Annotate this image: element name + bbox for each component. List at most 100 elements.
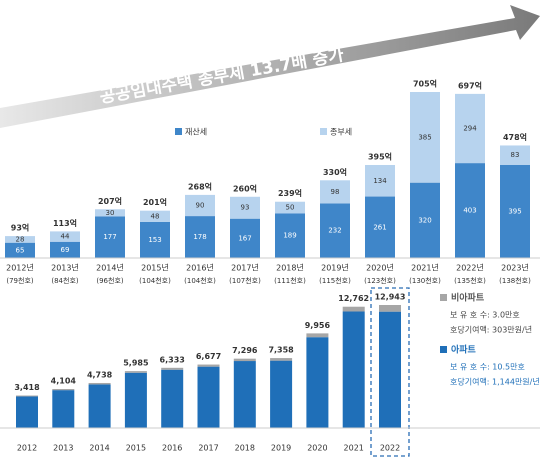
bar-segment — [88, 384, 111, 428]
bar-segment — [455, 93, 485, 164]
bar-segment — [185, 194, 215, 217]
legend-label: 아파트 — [451, 344, 477, 356]
bar-segment — [161, 369, 184, 428]
segment-label: 320 — [418, 216, 431, 224]
x-sublabel: (104천호) — [139, 276, 171, 285]
total-label: 330억 — [323, 167, 347, 177]
legend-swatch — [440, 346, 447, 353]
x-tick-label: 2014년 — [96, 263, 124, 273]
highlight-box — [370, 287, 410, 457]
x-sublabel: (130천호) — [409, 276, 441, 285]
bar-segment — [50, 231, 80, 242]
x-sublabel: (111천호) — [274, 276, 306, 285]
segment-label: 167 — [238, 234, 251, 242]
x-tick-label: 2019 — [271, 444, 291, 453]
total-label: 697억 — [458, 80, 482, 90]
x-tick-label: 2013년 — [51, 263, 79, 273]
legend-swatch — [320, 128, 327, 135]
bar-segment — [5, 236, 35, 243]
bar-segment — [500, 145, 530, 165]
bar-segment — [197, 366, 220, 428]
bar-segment — [95, 209, 125, 217]
bar-segment — [306, 333, 329, 338]
total-label: 7,296 — [232, 346, 258, 355]
bar-segment — [410, 92, 440, 183]
total-label: 6,677 — [196, 352, 221, 361]
legend-swatch — [175, 128, 182, 135]
segment-label: 403 — [463, 207, 476, 215]
bar-segment — [233, 358, 256, 362]
x-tick-label: 2015년 — [141, 263, 169, 273]
bar-segment — [230, 218, 260, 258]
bar-segment — [140, 221, 170, 258]
title-arrow — [0, 5, 540, 128]
bar-segment — [270, 358, 293, 361]
bar-segment — [270, 360, 293, 428]
x-sublabel: (135천호) — [454, 276, 486, 285]
bar-segment — [320, 180, 350, 204]
legend-detail: 호당기여액: 303만원/년 — [450, 325, 532, 335]
x-tick-label: 2020년 — [366, 263, 394, 273]
legend-detail: 보 유 호 수: 3.0만호 — [450, 311, 520, 320]
legend-swatch — [440, 294, 447, 301]
x-tick-label: 2014 — [89, 444, 109, 453]
bar-segment — [16, 396, 38, 428]
bar-segment — [124, 371, 147, 373]
bar-segment — [455, 163, 485, 258]
bar-segment — [16, 395, 38, 397]
total-label: 3,418 — [14, 383, 40, 392]
segment-label: 50 — [286, 204, 295, 212]
segment-label: 189 — [283, 232, 296, 240]
segment-label: 98 — [331, 188, 340, 196]
bar-segment — [342, 311, 365, 428]
x-sublabel: (104천호) — [184, 276, 216, 285]
bar-segment — [410, 182, 440, 258]
bar-segment — [365, 164, 395, 197]
total-label: 9,956 — [305, 321, 331, 330]
segment-label: 65 — [16, 246, 25, 254]
segment-label: 28 — [16, 235, 25, 243]
legend-label: 재산세 — [185, 127, 207, 137]
total-label: 5,985 — [123, 359, 149, 368]
segment-label: 294 — [463, 124, 477, 132]
x-tick-label: 2013 — [53, 444, 73, 453]
legend-label: 비아파트 — [451, 292, 485, 304]
total-label: 12,943 — [375, 293, 406, 302]
segment-label: 232 — [328, 227, 341, 235]
bar-segment — [95, 216, 125, 258]
total-label: 7,358 — [268, 346, 294, 355]
bar-segment — [320, 203, 350, 258]
x-tick-label: 2016 — [162, 444, 182, 453]
legend-label: 종부세 — [330, 128, 352, 137]
total-label: 201억 — [143, 197, 167, 207]
x-tick-label: 2012 — [17, 444, 37, 453]
segment-label: 178 — [193, 233, 206, 241]
bar-segment — [52, 390, 75, 428]
segment-label: 69 — [61, 246, 70, 254]
x-tick-label: 2015 — [126, 444, 146, 453]
total-label: 4,738 — [87, 370, 113, 379]
x-sublabel: (115천호) — [319, 276, 351, 285]
total-label: 207억 — [98, 196, 122, 206]
bar-segment — [379, 305, 401, 312]
bar-segment — [197, 364, 220, 367]
bar-segment — [275, 213, 305, 258]
bar-segment — [185, 216, 215, 258]
total-label: 113억 — [53, 218, 77, 228]
bar-segment — [5, 242, 35, 258]
x-tick-label: 2021년 — [411, 263, 439, 273]
x-sublabel: (84천호) — [51, 276, 79, 285]
total-label: 395억 — [368, 151, 392, 161]
segment-label: 48 — [151, 212, 160, 220]
total-label: 478억 — [503, 132, 527, 142]
x-sublabel: (107천호) — [229, 276, 261, 285]
bar-segment — [275, 201, 305, 214]
total-label: 93억 — [11, 223, 30, 233]
x-tick-label: 2017 — [198, 444, 218, 453]
total-label: 705억 — [413, 79, 437, 89]
x-sublabel: (96천호) — [96, 276, 124, 285]
segment-label: 83 — [511, 151, 520, 159]
total-label: 4,104 — [51, 376, 77, 385]
total-label: 268억 — [188, 181, 212, 191]
x-tick-label: 2022년 — [456, 263, 484, 273]
